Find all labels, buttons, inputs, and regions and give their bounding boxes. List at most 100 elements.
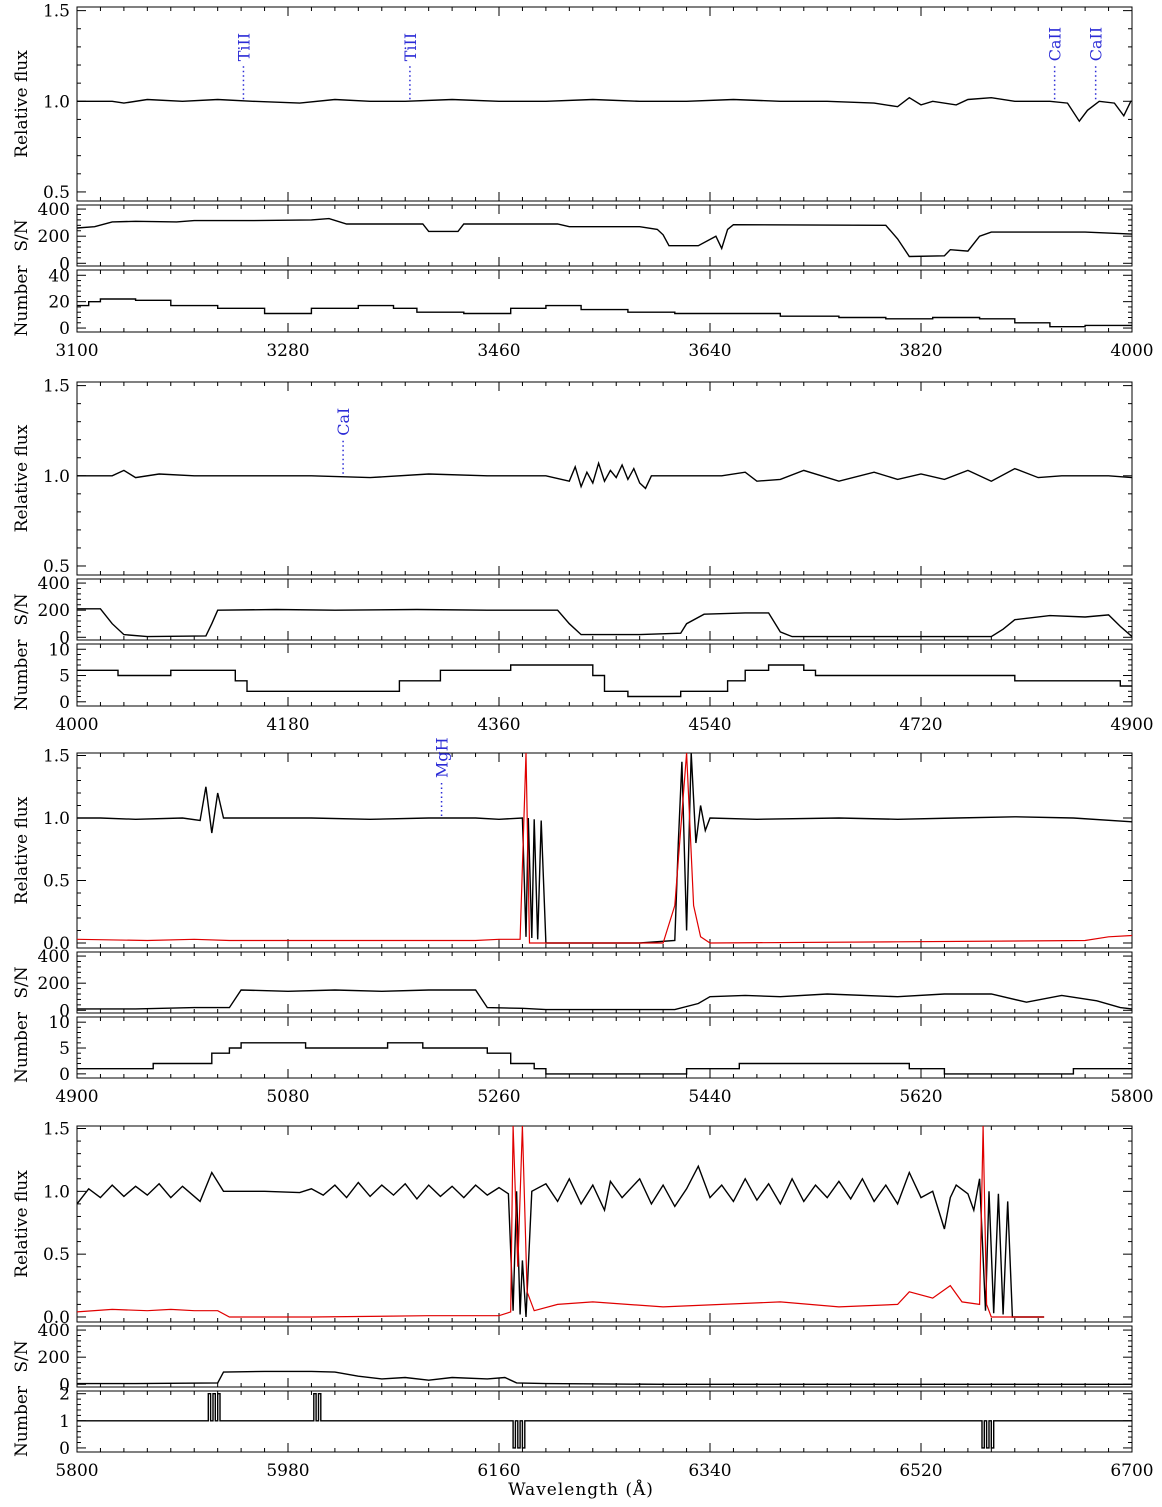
x-tick-label: 6700 [1110,1461,1153,1481]
y-tick-label: 400 [38,1321,70,1341]
panel-flux-4900-5800: 0.0 0.5 1.0 1.5 Relative flux MgH [12,737,1133,954]
flux-line [77,96,1132,123]
number-line [77,1042,1132,1075]
y-axis-label: Relative flux [12,796,32,904]
y-tick-label: 20 [48,293,70,313]
line-id-label: CaI [334,408,353,436]
y-axis-label: Number [12,265,32,337]
y-tick-label: 1 [59,1412,70,1432]
x-tick-label: 5080 [266,1087,309,1107]
plot-frame [76,1325,1133,1388]
y-tick-label: 5 [59,667,70,687]
flux-line [77,753,1132,944]
line-id-label: MgH [433,737,452,778]
x-tick-label: 5620 [899,1087,942,1107]
y-tick-label: 2 [59,1385,70,1405]
number-line [77,664,1132,698]
y-tick-label: 1.0 [43,1182,70,1202]
x-tick-label: 3820 [899,341,942,361]
panel-snr-5800-6700: 0 200 400 S/N [12,1321,1133,1395]
y-tick-label: 1.0 [43,467,70,487]
error-spectrum-line [77,753,1132,944]
x-tick-label: 5980 [266,1461,309,1481]
x-tick-label: 4900 [55,1087,98,1107]
x-tick-label: 4000 [1110,341,1153,361]
y-tick-label: 1.5 [43,377,70,397]
y-tick-label: 10 [48,1013,70,1033]
plot-frame [76,951,1133,1014]
plot-frame [76,381,1133,576]
x-tick-label: 5440 [688,1087,731,1107]
y-tick-label: 10 [48,640,70,660]
flux-line [77,460,1132,490]
line-id-label: TiII [401,33,420,61]
y-tick-label: 5 [59,1039,70,1059]
y-tick-label: 200 [38,601,70,621]
x-tick-label: 3640 [688,341,731,361]
snr-line [77,989,1132,1011]
y-axis-label: S/N [12,219,32,251]
y-tick-label: 0 [59,1001,70,1021]
error-spectrum-line [77,1126,1045,1318]
y-axis-label: Relative flux [12,1170,32,1278]
panel-snr-3100-4000: 0 200 400 S/N [12,200,1133,274]
snr-line [77,1370,1132,1385]
plot-frame [76,1016,1133,1079]
flux-line [77,1164,1045,1318]
x-tick-label: 4540 [688,715,731,735]
panel-number-5800-6700: 0 1 2 Number 5800 5980 6160 6340 6520 6700 [12,1385,1154,1481]
x-tick-label: 3280 [266,341,309,361]
y-tick-label: 1.5 [43,1120,70,1140]
panel-snr-4000-4900: 0 200 400 S/N [12,574,1133,648]
y-tick-label: 0.5 [43,872,70,892]
y-axis-label: Number [12,639,32,711]
y-tick-label: 1.5 [43,2,70,22]
panel-flux-4000-4900: 0.5 1.0 1.5 Relative flux CaI [12,377,1133,577]
y-tick-label: 0 [59,254,70,274]
panel-flux-3100-4000: 0.5 1.0 1.5 Relative flux TiII TiII CaII CaII [12,2,1133,203]
panel-snr-4900-5800: 0 200 400 S/N [12,947,1133,1021]
y-tick-label: 200 [38,1348,70,1368]
y-tick-label: 1.0 [43,809,70,829]
plot-frame [76,269,1133,333]
line-id-label: CaII [1087,27,1106,61]
y-tick-label: 0 [59,628,70,648]
snr-line [77,217,1132,258]
x-tick-label: 4360 [477,715,520,735]
x-tick-label: 3460 [477,341,520,361]
y-axis-label: Relative flux [12,50,32,158]
y-axis-label: Relative flux [12,424,32,532]
y-tick-label: 0 [59,693,70,713]
panel-flux-5800-6700: 0.0 0.5 1.0 1.5 Relative flux [12,1120,1133,1328]
snr-line [77,608,1132,638]
x-tick-label: 4900 [1110,715,1153,735]
y-tick-label: 1.5 [43,747,70,767]
y-axis-label: Number [12,1385,32,1457]
x-tick-label: 4000 [55,715,98,735]
plot-frame [76,643,1133,707]
y-tick-label: 200 [38,227,70,247]
x-tick-label: 6340 [688,1461,731,1481]
panel-number-3100-4000: 0 20 40 Number 3100 3280 3460 3640 3820 4000 [12,265,1154,361]
x-tick-label: 4180 [266,715,309,735]
x-tick-label: 4720 [899,715,942,735]
y-axis-label: S/N [12,593,32,625]
line-id-label: CaII [1046,27,1065,61]
y-tick-label: 0.5 [43,1245,70,1265]
y-tick-label: 0 [59,1375,70,1395]
x-axis-label: Wavelength (Å) [508,1480,654,1500]
number-line [77,298,1132,328]
x-tick-label: 5800 [55,1461,98,1481]
plot-frame [76,6,1133,202]
y-axis-label: S/N [12,966,32,998]
y-tick-label: 400 [38,574,70,594]
y-tick-label: 1.0 [43,92,70,112]
y-tick-label: 400 [38,947,70,967]
x-tick-label: 6520 [899,1461,942,1481]
plot-frame [76,204,1133,267]
y-tick-label: 0.0 [43,1308,70,1328]
number-line [77,1393,1132,1449]
y-tick-label: 200 [38,974,70,994]
x-tick-label: 6160 [477,1461,520,1481]
